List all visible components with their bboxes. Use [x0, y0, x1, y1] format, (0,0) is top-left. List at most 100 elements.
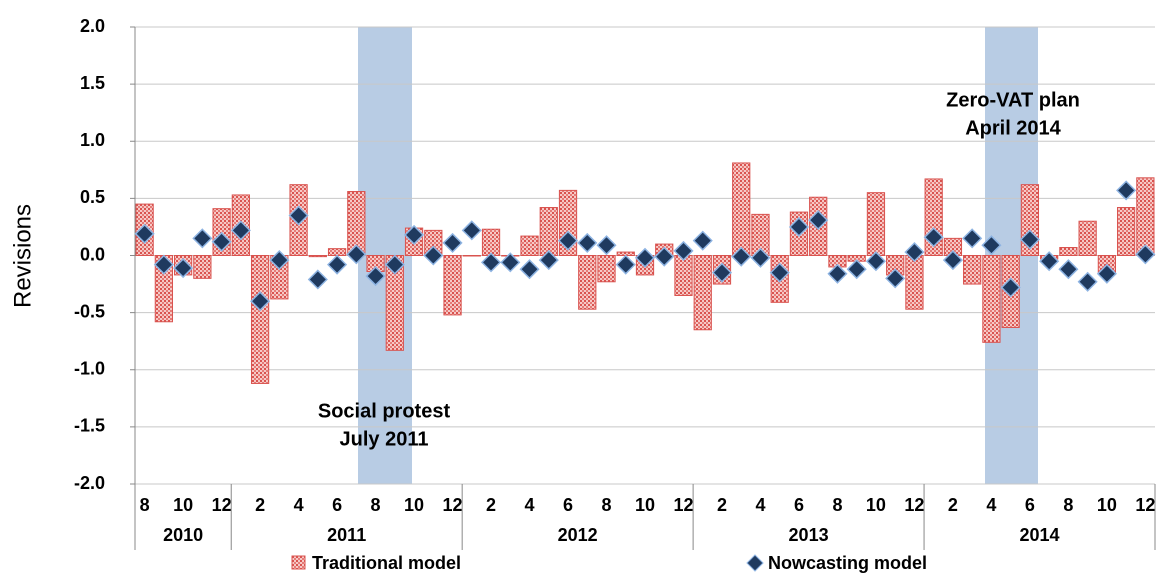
marker	[403, 224, 425, 245]
bar	[1078, 220, 1097, 257]
marker	[846, 259, 867, 280]
bar	[520, 235, 539, 256]
x-tick-label: 6	[332, 495, 342, 515]
x-tick-label: 4	[755, 495, 765, 515]
marker	[269, 250, 290, 271]
legend-label: Nowcasting model	[768, 553, 927, 573]
bar	[732, 162, 751, 257]
year-label: 2013	[789, 525, 829, 545]
bar	[905, 255, 924, 310]
marker	[1116, 180, 1137, 201]
x-tick-label: 8	[832, 495, 842, 515]
marker	[962, 228, 983, 249]
marker	[307, 269, 328, 290]
bar	[578, 255, 597, 310]
x-tick-label: 8	[1063, 495, 1073, 515]
marker	[327, 254, 348, 275]
bar	[1136, 177, 1155, 256]
bar	[327, 248, 347, 257]
y-tick-label: -1.0	[74, 359, 105, 379]
x-tick-label: 2	[486, 495, 496, 515]
x-tick-label: 10	[866, 495, 886, 515]
year-label: 2012	[558, 525, 598, 545]
legend-swatch	[746, 554, 764, 572]
marker	[211, 231, 232, 252]
marker	[769, 262, 790, 283]
marker	[1077, 271, 1098, 292]
marker	[346, 244, 367, 265]
marker	[731, 246, 752, 267]
y-tick-label: -1.5	[74, 416, 105, 436]
marker	[384, 254, 405, 275]
x-tick-label: 4	[294, 495, 304, 515]
y-tick-label: -2.0	[74, 473, 105, 493]
marker	[577, 232, 598, 253]
marker	[288, 205, 309, 226]
marker	[557, 230, 579, 251]
x-tick-label: 2	[717, 495, 727, 515]
y-tick-label: 1.5	[80, 73, 105, 93]
bar	[1059, 247, 1078, 257]
marker	[596, 235, 617, 256]
marker	[923, 227, 944, 248]
x-tick-label: 10	[1097, 495, 1117, 515]
marker	[711, 262, 733, 283]
marker	[192, 228, 213, 249]
bar	[597, 255, 616, 283]
marker	[615, 254, 636, 275]
marker	[942, 250, 963, 271]
x-tick-label: 6	[794, 495, 804, 515]
annotation: July 2011	[340, 428, 429, 450]
bar	[693, 255, 712, 331]
bar	[982, 255, 1001, 343]
year-label: 2011	[327, 525, 366, 545]
x-tick-label: 12	[212, 495, 232, 515]
marker	[634, 247, 656, 268]
annotation: April 2014	[965, 117, 1061, 139]
marker	[1096, 263, 1117, 284]
marker	[673, 240, 694, 261]
x-tick-label: 12	[904, 495, 924, 515]
bar	[539, 207, 558, 256]
legend-label: Traditional model	[312, 553, 461, 573]
x-tick-label: 12	[1135, 495, 1155, 515]
marker	[461, 220, 482, 241]
marker	[1135, 244, 1156, 265]
marker	[865, 251, 887, 272]
marker	[480, 252, 502, 273]
x-tick-label: 2	[948, 495, 958, 515]
marker	[134, 223, 155, 244]
x-tick-label: 8	[602, 495, 612, 515]
y-tick-label: -0.5	[74, 301, 105, 321]
marker	[423, 245, 444, 266]
marker	[1039, 251, 1060, 272]
x-tick-label: 4	[525, 495, 535, 515]
marker	[885, 268, 906, 289]
marker	[654, 246, 675, 267]
marker	[788, 216, 810, 237]
marker	[500, 252, 521, 273]
marker	[1000, 277, 1021, 298]
marker	[538, 250, 559, 271]
bar	[481, 228, 501, 257]
bar	[1117, 207, 1136, 256]
x-tick-label: 8	[140, 495, 150, 515]
x-tick-label: 12	[673, 495, 693, 515]
marker	[442, 232, 463, 253]
marker	[808, 210, 829, 231]
y-tick-label: 2.0	[80, 16, 105, 36]
x-tick-label: 6	[1025, 495, 1035, 515]
bar	[866, 192, 886, 257]
marker	[692, 230, 713, 251]
marker	[1019, 229, 1040, 250]
bar	[462, 255, 481, 257]
marker	[750, 247, 771, 268]
marker	[827, 263, 848, 284]
annotation: Social protest	[318, 400, 451, 422]
y-axis-title: Revisions	[9, 204, 36, 308]
y-tick-label: 0.5	[80, 187, 105, 207]
marker	[250, 291, 271, 312]
marker	[519, 259, 540, 280]
marker	[153, 254, 174, 275]
